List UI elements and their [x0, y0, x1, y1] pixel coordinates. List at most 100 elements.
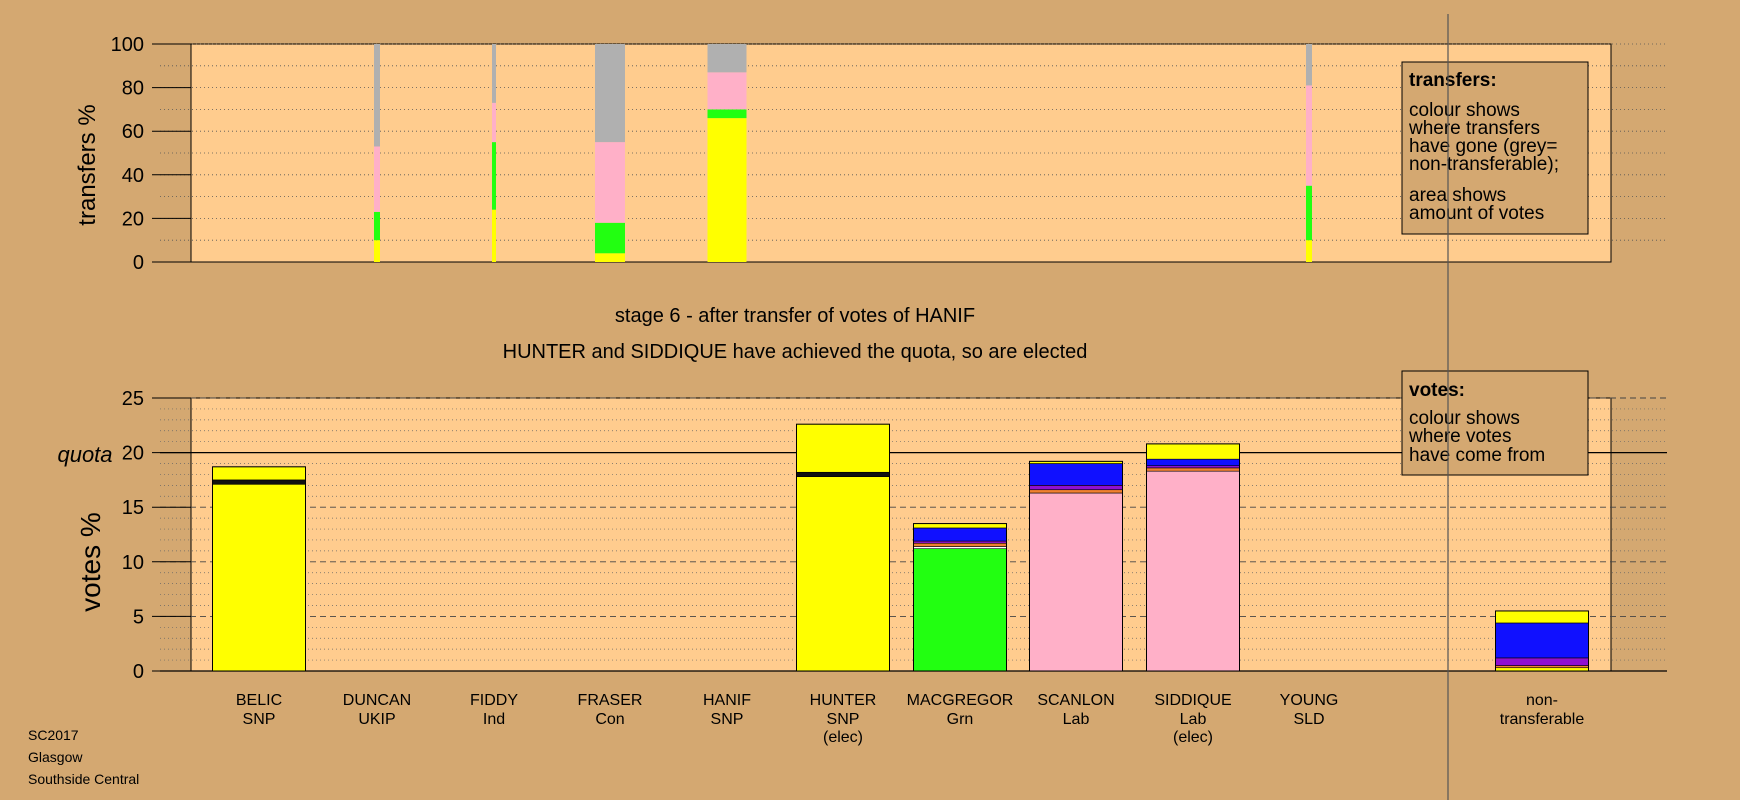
vote-bar-segment	[1146, 467, 1240, 472]
transfer-bar-segment	[595, 142, 625, 223]
candidate-name: SCANLON	[1037, 692, 1114, 709]
vote-bar-segment	[1029, 485, 1123, 491]
transfers-legend-line: have gone (grey=	[1409, 136, 1557, 157]
vote-bar-segment	[212, 479, 306, 485]
transfers-legend-line: colour shows	[1409, 100, 1520, 121]
vote-bar-segment	[796, 423, 890, 473]
vote-bar-segment	[1146, 458, 1240, 467]
vote-bar-segment	[913, 546, 1007, 549]
vote-bar-segment	[796, 476, 890, 672]
transfer-bar-segment	[707, 44, 747, 73]
candidate-name: MACGREGOR	[907, 692, 1014, 709]
transfer-bar-segment	[492, 44, 496, 103]
votes-plot-area	[190, 397, 1612, 672]
candidate-party: Lab	[1063, 711, 1090, 728]
nontransferable-bar-segment-outline	[1495, 610, 1589, 672]
quota-label: quota	[57, 442, 112, 467]
candidate-labels: BELIC SNP DUNCAN UKIP FIDDY Ind FRASER Con HANIF…	[236, 692, 1584, 746]
transfer-bar-segment	[1306, 240, 1312, 262]
vote-bar-segment	[913, 523, 1007, 529]
vote-bar-segment	[913, 548, 1007, 672]
candidate-name: YOUNG	[1280, 692, 1339, 709]
transfer-bar-segment	[707, 72, 747, 110]
nontransferable-bar-segment	[1495, 665, 1589, 669]
votes-legend-line: have come from	[1409, 445, 1545, 466]
vote-bar-segment	[1146, 470, 1240, 672]
candidate-party: Grn	[947, 711, 974, 728]
transfers-bars	[374, 44, 1312, 263]
candidate-name: HUNTER	[810, 692, 877, 709]
votes-legend-box	[1401, 370, 1589, 476]
vote-bar-segment-outline	[1146, 443, 1240, 672]
vote-bar-segment	[913, 540, 1007, 544]
candidate-party: Lab	[1180, 711, 1207, 728]
candidate-party: Con	[595, 711, 624, 728]
votes-bars	[212, 423, 1589, 672]
vote-bar-segment	[796, 471, 890, 477]
y-tick-label: 15	[122, 497, 144, 519]
candidate-name: SIDDIQUE	[1154, 692, 1231, 709]
vote-bar-segment	[1146, 465, 1240, 469]
nontransferable-label: transferable	[1500, 711, 1585, 728]
transfer-bar-segment	[374, 44, 380, 147]
stage-subtitle: HUNTER and SIDDIQUE have achieved the qu…	[503, 341, 1088, 363]
transfers-legend-line: area shows	[1409, 185, 1506, 206]
votes-legend-line: colour shows	[1409, 408, 1520, 429]
vote-bar-segment	[1029, 463, 1123, 486]
y-tick-label: 80	[122, 78, 144, 100]
candidate-name: FRASER	[578, 692, 643, 709]
transfer-bar-segment	[595, 44, 625, 143]
footer-line: SC2017	[28, 727, 79, 743]
stage-title: stage 6 - after transfer of votes of HAN…	[615, 305, 975, 327]
transfers-legend-title: transfers:	[1409, 70, 1497, 91]
vote-bar-segment	[212, 466, 306, 481]
transfers-panel: 0 20 40 60 80 100 transfers % transfers: colo…	[74, 34, 1667, 274]
vote-bar-segment	[1029, 492, 1123, 672]
vote-bar-segment	[1146, 443, 1240, 460]
transfer-bar-segment	[374, 211, 380, 241]
y-tick-label: 100	[111, 34, 144, 56]
y-tick-label: 10	[122, 552, 144, 574]
transfer-bar-segment	[492, 142, 496, 210]
candidate-party: SNP	[243, 711, 276, 728]
transfer-bar-segment	[595, 222, 625, 254]
transfer-bar-segment	[595, 253, 625, 262]
transfer-bar-segment	[374, 146, 380, 212]
transfers-legend-line: amount of votes	[1409, 203, 1544, 224]
votes-legend-title: votes:	[1409, 380, 1465, 401]
transfer-bar-segment	[492, 102, 496, 143]
vote-bar-segment	[212, 483, 306, 672]
votes-legend: votes: colour shows where votes have com…	[1401, 370, 1589, 476]
transfers-legend-line: non-transferable);	[1409, 154, 1559, 175]
transfers-y-ticks: 0 20 40 60 80 100	[111, 34, 191, 274]
transfers-legend: transfers: colour shows where transfers …	[1401, 61, 1589, 235]
nontransferable-bar-segment	[1495, 622, 1589, 659]
transfers-legend-line: where transfers	[1408, 118, 1540, 139]
candidate-name: DUNCAN	[343, 692, 411, 709]
y-tick-label: 20	[122, 208, 144, 230]
nontransferable-bar-segment	[1495, 657, 1589, 666]
transfer-bar-segment	[1306, 185, 1312, 241]
candidate-party: SLD	[1293, 711, 1324, 728]
y-tick-label: 40	[122, 165, 144, 187]
transfer-bar-segment	[1306, 44, 1312, 86]
y-tick-label: 5	[133, 606, 144, 628]
y-tick-label: 60	[122, 121, 144, 143]
candidate-name: BELIC	[236, 692, 282, 709]
votes-y-ticks: 0 5 10 15 20 25	[122, 388, 191, 683]
candidate-party: UKIP	[358, 711, 395, 728]
candidate-party: SNP	[711, 711, 744, 728]
vote-bar-segment-outline	[1029, 460, 1123, 672]
vote-bar-segment	[913, 527, 1007, 542]
footer-line: Southside Central	[28, 771, 139, 787]
transfers-legend-box	[1401, 61, 1589, 235]
candidate-party: SNP	[827, 711, 860, 728]
transfers-y-label: transfers %	[74, 104, 101, 225]
vote-bar-segment-outline	[796, 423, 890, 672]
transfer-bar-segment	[707, 118, 747, 263]
votes-y-label: votes %	[75, 512, 106, 612]
candidate-note: (elec)	[823, 729, 863, 746]
nontransferable-bar-segment	[1495, 610, 1589, 624]
candidate-note: (elec)	[1173, 729, 1213, 746]
